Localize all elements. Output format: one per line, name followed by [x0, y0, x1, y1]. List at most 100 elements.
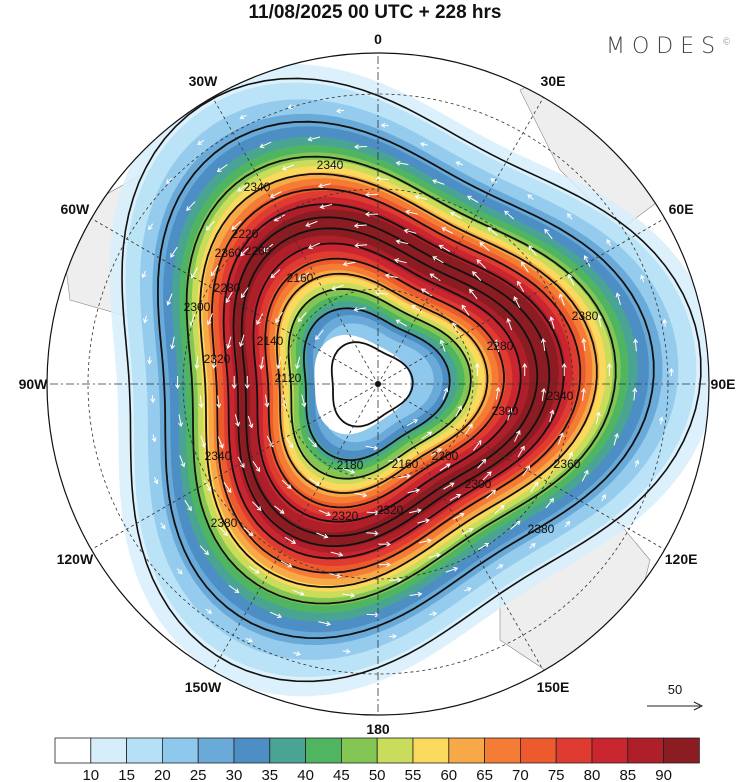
- wind-vector: [429, 612, 437, 616]
- wind-vector-head: [595, 411, 601, 417]
- wind-vector-head: [425, 518, 430, 524]
- wind-vector-head: [353, 223, 359, 229]
- wind-vector: [342, 593, 355, 597]
- wind-vector-head: [191, 273, 196, 279]
- wind-vector: [270, 191, 282, 198]
- wind-vector: [292, 589, 304, 596]
- wind-vector: [282, 164, 295, 170]
- contour-label: 2140: [257, 334, 284, 348]
- wind-vector: [281, 479, 292, 489]
- wind-vector: [252, 461, 261, 472]
- wind-vector-head: [457, 405, 462, 411]
- contour-label: 2180: [337, 458, 364, 472]
- colorbar-label: 20: [154, 767, 171, 782]
- wind-vector: [366, 532, 379, 535]
- wind-vector: [237, 456, 245, 468]
- wind-vector-head: [297, 317, 303, 323]
- wind-vector: [485, 489, 496, 499]
- wind-vector-head: [530, 542, 536, 548]
- wind-vector: [557, 433, 564, 445]
- contour-label: 2300: [465, 477, 492, 491]
- wind-vector: [148, 356, 151, 364]
- wind-vector: [583, 338, 586, 351]
- wind-vector-head: [386, 562, 391, 568]
- wind-vector-head: [581, 387, 586, 393]
- wind-vector: [288, 105, 296, 109]
- colorbar-swatch: [233, 737, 271, 764]
- wind-vector: [504, 210, 515, 220]
- longitude-label: 30E: [541, 73, 566, 89]
- wind-vector-head: [481, 458, 487, 464]
- wind-vector-head: [254, 569, 260, 574]
- colorbar-label: 70: [512, 767, 529, 782]
- wind-vector: [365, 445, 378, 449]
- wind-vector-head: [406, 473, 411, 479]
- wind-vector-head: [486, 471, 492, 477]
- wind-vector: [225, 291, 233, 303]
- wind-vector-head: [198, 403, 204, 409]
- wind-vector: [477, 459, 486, 469]
- wind-vector: [199, 395, 203, 408]
- wind-vector: [217, 395, 220, 408]
- colorbar-swatch: [376, 737, 414, 764]
- wind-vector-head: [508, 408, 513, 414]
- wind-vector: [464, 587, 472, 592]
- contour-line: [252, 242, 522, 523]
- wind-vector-head: [143, 318, 148, 324]
- wind-vector-head: [374, 612, 380, 618]
- wind-vector-head: [288, 443, 294, 449]
- wind-vector: [635, 460, 639, 468]
- wind-vector: [582, 388, 585, 401]
- wind-vector: [542, 338, 546, 351]
- wind-vector-head: [204, 550, 209, 556]
- wind-vector-head: [432, 611, 438, 617]
- wind-vector-head: [525, 465, 531, 471]
- wind-vector-head: [244, 384, 250, 389]
- colorbar-swatch: [591, 737, 629, 764]
- wind-vector: [442, 388, 448, 400]
- contour-label: 2380: [528, 522, 555, 536]
- wind-vector-head: [380, 122, 386, 128]
- wind-vector: [329, 573, 342, 577]
- wind-vector-head: [178, 422, 184, 428]
- wind-vector-head: [170, 253, 175, 258]
- wind-vector-head: [153, 479, 159, 485]
- wind-vector: [461, 305, 470, 316]
- wind-vector: [376, 178, 389, 180]
- wind-vector-head: [262, 247, 268, 253]
- wind-vector: [265, 394, 268, 407]
- wind-vector: [248, 565, 260, 574]
- wind-vector-head: [338, 551, 344, 557]
- wind-vector-head: [336, 108, 341, 114]
- wind-vector-head: [186, 206, 191, 212]
- wind-vector-head: [567, 213, 572, 218]
- wind-vector-head: [248, 531, 254, 537]
- colorbar-swatch: [663, 737, 700, 764]
- wind-vector-head: [413, 419, 419, 424]
- wind-vector-head: [166, 300, 172, 306]
- wind-vector: [167, 293, 173, 305]
- wind-vector-head: [606, 239, 611, 244]
- wind-vector-head: [277, 613, 282, 619]
- wind-vector: [355, 146, 368, 148]
- wind-vector-head: [270, 273, 276, 279]
- wind-vector-head: [342, 261, 348, 267]
- wind-vector-head: [549, 409, 555, 415]
- contour-label: 2220: [232, 227, 259, 241]
- wind-vector-head: [640, 274, 645, 280]
- wind-vector-head: [419, 142, 425, 147]
- wind-vector: [527, 194, 534, 200]
- wind-vector: [566, 452, 573, 464]
- wind-vector: [452, 513, 465, 520]
- colorbar-label: 85: [619, 767, 636, 782]
- colorbar-swatch: [412, 737, 450, 764]
- wind-vector: [240, 287, 249, 298]
- wind-vector: [223, 482, 232, 493]
- wind-vector-head: [658, 416, 664, 422]
- wind-vector-head: [259, 364, 265, 370]
- wind-vector: [613, 433, 618, 446]
- wind-vector-head: [269, 442, 274, 448]
- wind-vector-head: [259, 143, 265, 149]
- wind-vector: [584, 255, 591, 267]
- wind-vector-head: [466, 587, 472, 592]
